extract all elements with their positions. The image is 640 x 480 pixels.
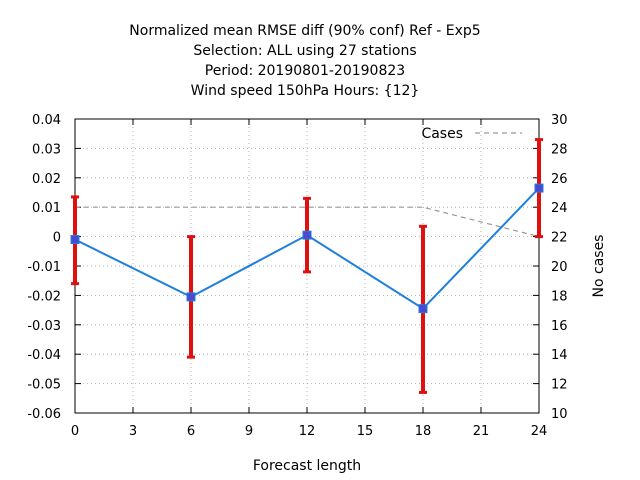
y-tick-label: -0.03 <box>27 319 61 334</box>
y2-tick-label: 30 <box>551 113 568 128</box>
y2-tick-label: 10 <box>551 407 568 422</box>
x-tick-label: 24 <box>531 424 548 439</box>
y-tick-label: -0.01 <box>27 260 61 275</box>
y-tick-label: -0.06 <box>27 407 61 422</box>
data-point <box>186 292 196 302</box>
y-tick-label: 0.04 <box>32 113 61 128</box>
y-tick-label: 0 <box>53 231 61 246</box>
x-tick-label: 3 <box>129 424 137 439</box>
data-point <box>70 235 80 245</box>
rmse-diff-series <box>70 138 544 394</box>
x-tick-label: 21 <box>473 424 490 439</box>
x-tick-label: 9 <box>245 424 253 439</box>
y2-tick-label: 20 <box>551 260 568 275</box>
y-tick-label: 0.02 <box>32 172 61 187</box>
title-line-2: Selection: ALL using 27 stations <box>193 43 416 59</box>
cases-line <box>75 206 540 238</box>
y-tick-label: -0.02 <box>27 289 61 304</box>
y-tick-label: 0.03 <box>32 142 61 157</box>
y2-tick-label: 16 <box>551 319 568 334</box>
title-line-1: Normalized mean RMSE diff (90% conf) Ref… <box>129 23 480 39</box>
title-line-4: Wind speed 150hPa Hours: {12} <box>191 83 420 99</box>
title-line-3: Period: 20190801-20190823 <box>205 63 405 79</box>
y2-tick-label: 14 <box>551 348 568 363</box>
y2-tick-label: 28 <box>551 142 568 157</box>
y-tick-label: 0.01 <box>32 201 61 216</box>
data-point <box>302 230 312 240</box>
y2-tick-label: 12 <box>551 378 568 393</box>
data-point <box>534 183 544 193</box>
cases-series <box>75 206 540 238</box>
axis-ticks: 0 3 6 9 12 15 18 21 24 -0.06 -0.05 -0.04 -0.03 -0.02 -… <box>27 113 567 439</box>
y2-tick-label: 26 <box>551 172 568 187</box>
x-tick-label: 18 <box>415 424 432 439</box>
y2-tick-label: 22 <box>551 231 568 246</box>
legend: Cases <box>421 126 522 142</box>
chart-title: Normalized mean RMSE diff (90% conf) Ref… <box>129 23 480 99</box>
x-tick-label: 15 <box>357 424 374 439</box>
x-axis-label: Forecast length <box>253 458 361 474</box>
y2-tick-label: 18 <box>551 289 568 304</box>
y-tick-label: -0.04 <box>27 348 61 363</box>
data-point <box>418 304 428 314</box>
y2-axis-label: No cases <box>591 235 607 298</box>
x-tick-label: 0 <box>71 424 79 439</box>
y-tick-label: -0.05 <box>27 378 61 393</box>
legend-label-cases: Cases <box>421 126 463 142</box>
y2-tick-label: 24 <box>551 201 568 216</box>
x-tick-label: 12 <box>299 424 316 439</box>
x-tick-label: 6 <box>187 424 195 439</box>
